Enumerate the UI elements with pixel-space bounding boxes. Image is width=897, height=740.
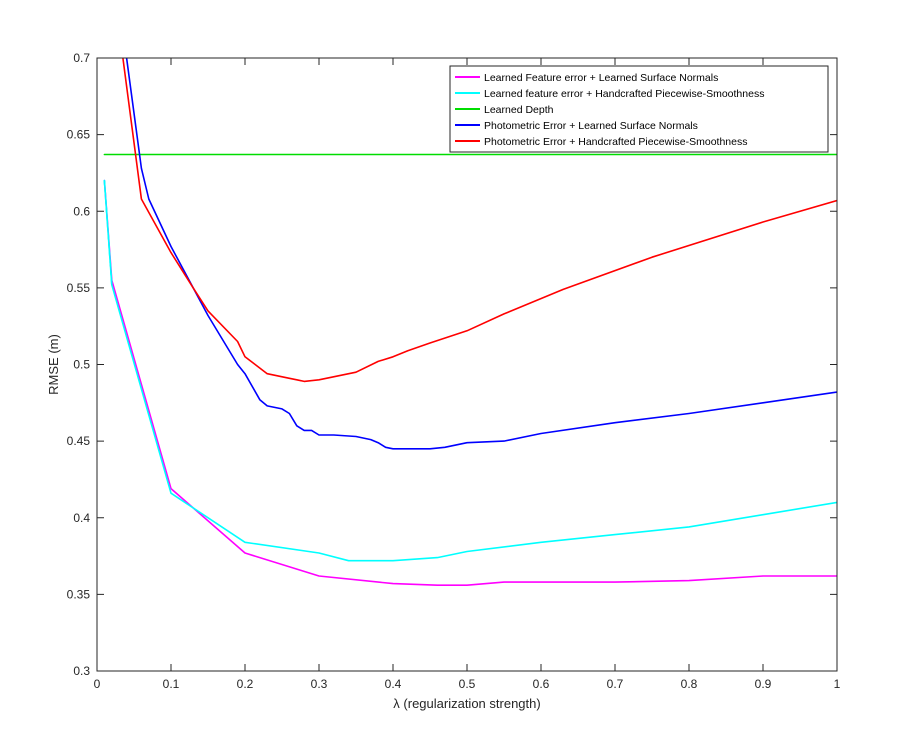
series-line-4: [125, 58, 837, 450]
x-tick-label: 0.2: [237, 677, 254, 691]
y-axis-label: RMSE (m): [46, 334, 61, 395]
y-tick-label: 0.35: [67, 587, 91, 601]
legend-entry-2: Learned feature error + Handcrafted Piec…: [484, 88, 764, 100]
series-line-5: [122, 58, 837, 383]
x-tick-label: 0.5: [459, 677, 476, 691]
y-tick-label: 0.6: [73, 204, 90, 218]
legend-box: [449, 65, 829, 153]
y-tick-label: 0.45: [67, 434, 91, 448]
y-tick-label: 0.5: [73, 358, 90, 372]
y-tick-label: 0.55: [67, 281, 91, 295]
y-tick-label: 0.65: [67, 128, 91, 142]
legend-entry-4: Photometric Error + Learned Surface Norm…: [484, 120, 698, 132]
series-line-2: [103, 179, 837, 562]
x-tick-label: 0.6: [533, 677, 550, 691]
y-tick-label: 0.4: [73, 511, 90, 525]
x-tick-label: 0.8: [681, 677, 698, 691]
y-tick-label: 0.7: [73, 51, 90, 65]
legend-entry-1: Learned Feature error + Learned Surface …: [484, 72, 718, 84]
plot-area-background: [97, 58, 837, 671]
x-tick-label: 0.1: [163, 677, 180, 691]
x-tick-label: 0.7: [607, 677, 624, 691]
y-tick-label: 0.3: [73, 664, 90, 678]
series-line-1: [103, 179, 837, 587]
x-axis-label: λ (regularization strength): [393, 696, 540, 711]
tick-layer: 0 0.1 0.2 0.3 0.4 0.5 0.6 0.7 0.8 0.9 1 0.3 0.35 0.4 0…: [67, 51, 841, 691]
legend: Learned Feature error + Learned Surface …: [449, 65, 829, 153]
x-tick-label: 0.4: [385, 677, 402, 691]
legend-entry-5: Photometric Error + Handcrafted Piecewis…: [484, 136, 748, 148]
x-tick-label: 1: [834, 677, 841, 691]
legend-entry-3: Learned Depth: [484, 104, 554, 116]
x-tick-label: 0: [94, 677, 101, 691]
x-tick-label: 0.9: [755, 677, 772, 691]
series-layer: [103, 58, 837, 587]
x-tick-label: 0.3: [311, 677, 328, 691]
